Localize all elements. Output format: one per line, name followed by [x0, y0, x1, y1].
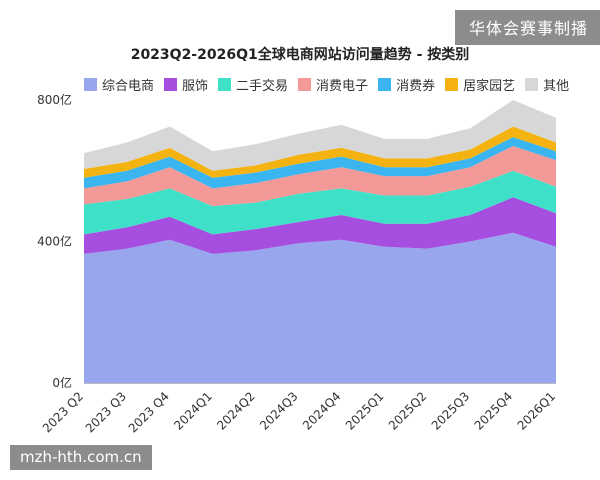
- area-series-7: [84, 100, 556, 171]
- legend-swatch: [445, 77, 459, 91]
- x-tick-label: 2025Q2: [386, 389, 430, 433]
- x-tick-label: 2023 Q4: [126, 389, 172, 435]
- legend-item: 二手交易: [218, 75, 288, 94]
- watermark-bottom: mzh-hth.com.cn: [10, 445, 152, 470]
- legend-swatch: [525, 77, 539, 91]
- legend-item: 居家园艺: [445, 75, 515, 94]
- area-layers: [84, 100, 556, 383]
- x-tick-label: 2025Q3: [429, 389, 473, 433]
- legend-swatch: [84, 77, 97, 91]
- area-series-4: [84, 146, 556, 207]
- legend-item: 消费电子: [298, 75, 368, 94]
- legend-label: 居家园艺: [463, 78, 516, 94]
- legend-item: 综合电商: [84, 75, 154, 94]
- x-tick-label: 2024Q2: [214, 389, 258, 433]
- area-series-2: [84, 197, 556, 254]
- x-tick-label: 2023 Q3: [83, 389, 129, 435]
- legend-swatch: [378, 77, 392, 91]
- legend-swatch: [218, 77, 232, 91]
- area-series-6: [84, 126, 556, 178]
- legend-item: 消费券: [378, 75, 435, 94]
- legend-item: 服饰: [164, 75, 208, 94]
- legend-label: 二手交易: [236, 78, 289, 94]
- watermark-top: 华体会赛事制播: [454, 10, 600, 45]
- legend-label: 综合电商: [102, 78, 155, 94]
- x-tick-label: 2025Q4: [472, 389, 516, 433]
- x-tick-label: 2023 Q2: [40, 389, 86, 435]
- area-series-5: [84, 137, 556, 189]
- x-tick-label: 2024Q3: [257, 389, 301, 433]
- chart-title: 2023Q2-2026Q1全球电商网站访问量趋势 - 按类别: [130, 47, 470, 63]
- y-tick-label: 400亿: [37, 234, 72, 249]
- legend-swatch: [164, 77, 178, 91]
- x-tick-label: 2024Q4: [300, 389, 344, 433]
- area-series-1: [84, 232, 556, 383]
- legend-label: 服饰: [182, 78, 209, 94]
- y-axis-ticks: 0亿 400亿 800亿: [37, 92, 72, 390]
- area-series-3: [84, 170, 556, 235]
- legend-item: 其他: [525, 75, 569, 94]
- y-tick-label: 0亿: [52, 375, 72, 390]
- legend-swatch: [298, 77, 312, 91]
- legend-label: 消费电子: [316, 78, 369, 94]
- x-tick-label: 2026Q1: [515, 389, 559, 433]
- y-tick-label: 800亿: [37, 92, 72, 107]
- legend-label: 其他: [543, 78, 570, 94]
- x-tick-label: 2024Q1: [171, 389, 215, 433]
- x-tick-label: 2025Q1: [343, 389, 387, 433]
- legend-label: 消费券: [396, 78, 436, 94]
- chart-legend: 综合电商 服饰 二手交易 消费电子 消费券 居家园艺 其他: [84, 74, 579, 94]
